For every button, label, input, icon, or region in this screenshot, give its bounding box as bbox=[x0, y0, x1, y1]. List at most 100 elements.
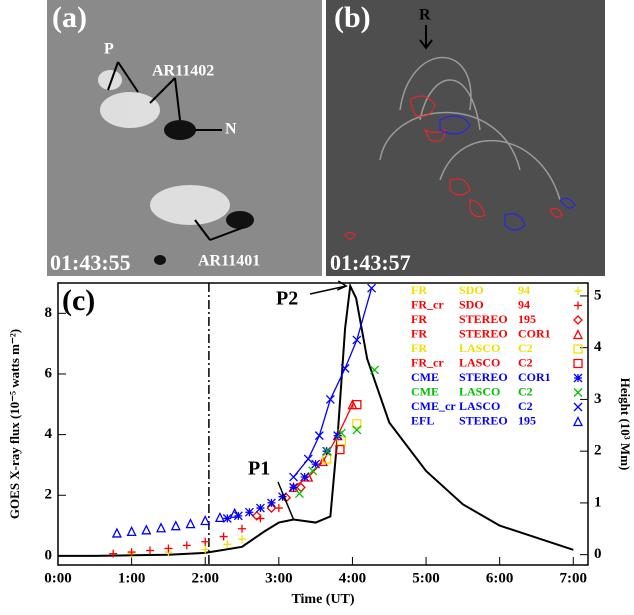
legend-marker bbox=[574, 301, 582, 310]
legend-name: FR bbox=[411, 283, 427, 297]
chart: 0:00 1:00 2:00 3:00 4:00 5:00 6:00 7:00 0 2 4 6 8 0 1 2… bbox=[7, 280, 633, 607]
annotation: AR11402 bbox=[152, 63, 214, 80]
marker bbox=[267, 498, 276, 508]
annotation: P2 bbox=[276, 288, 298, 310]
marker bbox=[109, 549, 118, 558]
y2-tick-label: 0 bbox=[594, 546, 602, 562]
timestamp: 01:43:57 bbox=[330, 250, 411, 275]
arrow bbox=[419, 25, 433, 50]
marker bbox=[251, 510, 262, 521]
marker bbox=[127, 548, 136, 557]
marker bbox=[352, 419, 362, 429]
y-tick-label: 6 bbox=[45, 365, 53, 381]
loops bbox=[379, 56, 561, 201]
marker bbox=[336, 428, 346, 438]
x-tick-label: 5:00 bbox=[412, 570, 440, 586]
legend-instrument: LASCO bbox=[459, 355, 500, 369]
marker bbox=[214, 511, 225, 523]
marker bbox=[244, 507, 254, 517]
marker bbox=[367, 283, 377, 293]
marker bbox=[201, 545, 210, 554]
y-tick-label: 4 bbox=[45, 426, 53, 442]
x-tick-label: 0:00 bbox=[44, 570, 72, 586]
x-axis-label: Time (UT) bbox=[291, 592, 354, 607]
marker bbox=[352, 399, 362, 410]
legend-channel: 195 bbox=[518, 413, 536, 427]
marker bbox=[238, 524, 247, 533]
marker bbox=[289, 472, 299, 482]
legend-marker bbox=[574, 287, 582, 295]
annotation-arrow bbox=[277, 481, 295, 520]
marker bbox=[222, 513, 232, 523]
annotation: R bbox=[419, 7, 431, 24]
legend-channel: 195 bbox=[518, 312, 536, 326]
annotation: N bbox=[225, 121, 237, 138]
marker bbox=[201, 537, 210, 546]
panel-label: (a) bbox=[52, 1, 87, 34]
legend-channel: C2 bbox=[518, 341, 533, 355]
legend-name: FR_cr bbox=[411, 297, 444, 311]
marker bbox=[278, 492, 287, 502]
legend-marker bbox=[573, 388, 583, 397]
positive-flux bbox=[98, 70, 230, 225]
marker bbox=[340, 363, 350, 373]
series-line bbox=[58, 282, 574, 557]
y-axis-label: GOES X-ray flux (10⁻⁵ watts m⁻²) bbox=[7, 329, 22, 519]
panel-b: (b) R 01:43:57 bbox=[326, 0, 605, 276]
marker bbox=[317, 456, 329, 467]
marker bbox=[223, 540, 232, 549]
legend-name: CME_cr bbox=[411, 399, 456, 413]
legend-channel: COR1 bbox=[518, 326, 551, 340]
marker bbox=[164, 544, 173, 553]
legend-channel: C2 bbox=[518, 399, 533, 413]
marker bbox=[308, 466, 318, 476]
y2-tick-label: 4 bbox=[594, 339, 602, 355]
marker bbox=[300, 472, 310, 482]
y2-tick-label: 1 bbox=[594, 494, 602, 510]
x-tick-label: 6:00 bbox=[486, 570, 514, 586]
marker bbox=[238, 535, 247, 544]
panel-label: (c) bbox=[62, 284, 95, 317]
legend-marker bbox=[573, 315, 583, 325]
marker bbox=[322, 446, 332, 456]
annotation: P1 bbox=[248, 458, 270, 480]
marker bbox=[229, 507, 240, 518]
legend-channel: C2 bbox=[518, 355, 533, 369]
marker bbox=[303, 454, 313, 464]
y-tick-label: 8 bbox=[45, 305, 53, 321]
legend-channel: COR1 bbox=[518, 370, 551, 384]
marker bbox=[266, 503, 277, 514]
marker bbox=[333, 431, 343, 441]
legend-marker bbox=[573, 358, 583, 369]
positive-contours bbox=[344, 95, 563, 240]
marker bbox=[200, 515, 211, 526]
x-tick-label: 3:00 bbox=[265, 570, 293, 586]
y2-tick-label: 2 bbox=[594, 443, 602, 459]
legend-instrument: STEREO bbox=[459, 326, 508, 340]
y-tick-label: 2 bbox=[45, 487, 53, 503]
annotation: AR11401 bbox=[198, 253, 260, 270]
timestamp: 01:43:55 bbox=[50, 250, 131, 275]
legend-instrument: STEREO bbox=[459, 312, 508, 326]
legend-instrument: STEREO bbox=[459, 413, 508, 427]
legend-marker bbox=[573, 402, 583, 412]
arrows bbox=[107, 61, 243, 241]
legend-name: FR_cr bbox=[411, 355, 444, 369]
marker bbox=[185, 518, 196, 529]
legend-marker bbox=[572, 329, 584, 340]
legend-name: FR bbox=[411, 312, 427, 326]
legend-channel: C2 bbox=[518, 384, 533, 398]
marker bbox=[289, 482, 299, 492]
marker bbox=[141, 524, 152, 535]
legend-instrument: SDO bbox=[459, 297, 484, 311]
negative-flux bbox=[154, 120, 254, 265]
annotation-arrow bbox=[309, 280, 348, 295]
legend-instrument: LASCO bbox=[459, 399, 500, 413]
marker bbox=[325, 394, 335, 404]
legend-channel: 94 bbox=[518, 283, 530, 297]
marker bbox=[322, 454, 332, 464]
marker bbox=[170, 520, 181, 531]
marker bbox=[370, 365, 379, 375]
legend-name: FR bbox=[411, 326, 427, 340]
y2-tick-label: 5 bbox=[594, 287, 602, 303]
